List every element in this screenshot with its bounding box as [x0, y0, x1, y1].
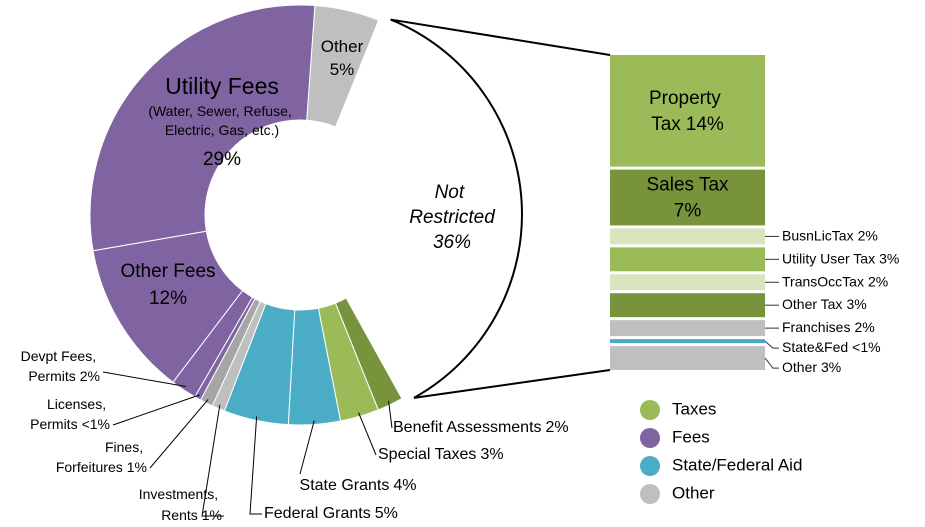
segment-name: Other Tax: [782, 296, 842, 312]
slice-value: 3%: [480, 446, 503, 463]
legend-label: Taxes: [672, 399, 716, 418]
slice-label: Federal Grants 5%: [264, 505, 398, 522]
slice-name: Other: [321, 37, 364, 56]
connector: [390, 18, 611, 56]
slice-label: Fines, Forfeitures 1%: [56, 439, 147, 475]
segment-value: 2%: [858, 227, 878, 243]
slice-value: 12%: [149, 288, 187, 309]
annotation-text: (Water, Sewer, Refuse, Electric, Gas, et…: [148, 103, 295, 138]
legend-swatch: [640, 484, 660, 504]
segment-label: Property Tax 14%: [649, 88, 726, 135]
segment-name: State&Fed: [782, 339, 848, 355]
segment-label: Other 3%: [782, 359, 841, 375]
segment-label: Franchises 2%: [782, 319, 875, 335]
legend-swatch: [640, 456, 660, 476]
slice-name: Utility Fees: [165, 73, 279, 99]
donut-slice: [347, 19, 522, 398]
segment-value: 14%: [686, 114, 724, 135]
segment-value: <1%: [852, 339, 880, 355]
leader-line: [112, 394, 200, 426]
slice-name: Benefit Assessments: [393, 419, 542, 436]
bar-segment: [610, 247, 765, 272]
connector: [413, 369, 611, 399]
slice-value: 5%: [375, 505, 398, 522]
slice-value: <1%: [82, 416, 110, 432]
segment-value: 3%: [879, 250, 899, 266]
segment-value: 3%: [846, 296, 866, 312]
slice-name: Devpt Fees, Permits: [21, 348, 100, 384]
slice-label: Devpt Fees, Permits 2%: [21, 348, 100, 384]
slice-label: Benefit Assessments 2%: [393, 419, 569, 436]
slice-label: Special Taxes 3%: [378, 446, 504, 463]
bar-segment: [610, 274, 765, 291]
slice-label: State Grants 4%: [300, 477, 417, 494]
segment-name: Other: [782, 359, 817, 375]
slice-value: 2%: [546, 419, 569, 436]
slice-name: Other Fees: [120, 261, 215, 282]
slice-value: 5%: [330, 60, 355, 79]
slice-value: 4%: [393, 477, 416, 494]
donut-slice: [306, 5, 380, 128]
segment-label: Utility User Tax 3%: [782, 250, 899, 266]
slice-value: 2%: [80, 368, 100, 384]
bar-segment: [610, 228, 765, 245]
segment-label: TransOccTax 2%: [782, 273, 888, 289]
slice-value: 1%: [202, 507, 222, 523]
slice-name: Federal Grants: [264, 505, 371, 522]
segment-label: Sales Tax 7%: [646, 175, 729, 222]
slice-value: 29%: [203, 149, 241, 170]
segment-name: Franchises: [782, 319, 850, 335]
legend-label: Fees: [672, 427, 710, 446]
slice-label: Investments, Rents 1%: [139, 486, 222, 523]
leader-line: [764, 357, 779, 369]
legend-label: Other: [672, 483, 715, 502]
segment-value: 2%: [868, 273, 888, 289]
bar-segment: [610, 346, 765, 370]
slice-name: Special Taxes: [378, 446, 476, 463]
leader-line: [299, 420, 315, 475]
slice-value: 36%: [433, 232, 471, 253]
segment-name: Sales Tax: [646, 175, 729, 196]
slice-name: Investments, Rents: [139, 486, 222, 523]
slice-label: Not Restricted 36%: [409, 182, 496, 253]
segment-name: TransOccTax: [782, 273, 864, 289]
leader-line: [249, 416, 262, 515]
slice-name: Fines, Forfeitures: [56, 439, 147, 475]
segment-label: BusnLicTax 2%: [782, 227, 878, 243]
slice-name: Licenses, Permits: [30, 396, 110, 432]
slice-label: Other 5%: [321, 37, 364, 79]
donut-slice: [89, 4, 316, 252]
segment-name: BusnLicTax: [782, 227, 854, 243]
segment-value: 7%: [674, 201, 702, 222]
segment-value: 2%: [854, 319, 874, 335]
slice-name: State Grants: [300, 477, 390, 494]
donut-slice: [92, 230, 244, 383]
leader-line: [358, 412, 377, 456]
slice-label: Other Fees 12%: [120, 261, 215, 309]
leader-line: [102, 371, 186, 387]
slice-outline: [390, 18, 523, 399]
legend-swatch: [640, 400, 660, 420]
segment-label: Other Tax 3%: [782, 296, 867, 312]
legend-swatch: [640, 428, 660, 448]
bar-segment: [610, 320, 765, 337]
slice-value: 1%: [127, 459, 147, 475]
leader-line: [201, 404, 224, 517]
bar-segment: [610, 339, 765, 344]
bar-segment: [610, 293, 765, 318]
leader-line: [149, 399, 209, 469]
bar-segment: [610, 169, 765, 226]
segment-name: Utility User Tax: [782, 250, 875, 266]
leader-line: [764, 340, 779, 349]
legend-label: State/Federal Aid: [672, 455, 802, 474]
segment-label: State&Fed <1%: [782, 339, 881, 355]
slice-label: Licenses, Permits <1%: [30, 396, 110, 432]
leader-line: [388, 400, 393, 429]
segment-value: 3%: [821, 359, 841, 375]
annotation: (Water, Sewer, Refuse, Electric, Gas, et…: [148, 103, 295, 138]
bar-segment: [610, 55, 765, 167]
segment-name: Property Tax: [649, 88, 726, 135]
slice-name: Not Restricted: [409, 182, 496, 228]
